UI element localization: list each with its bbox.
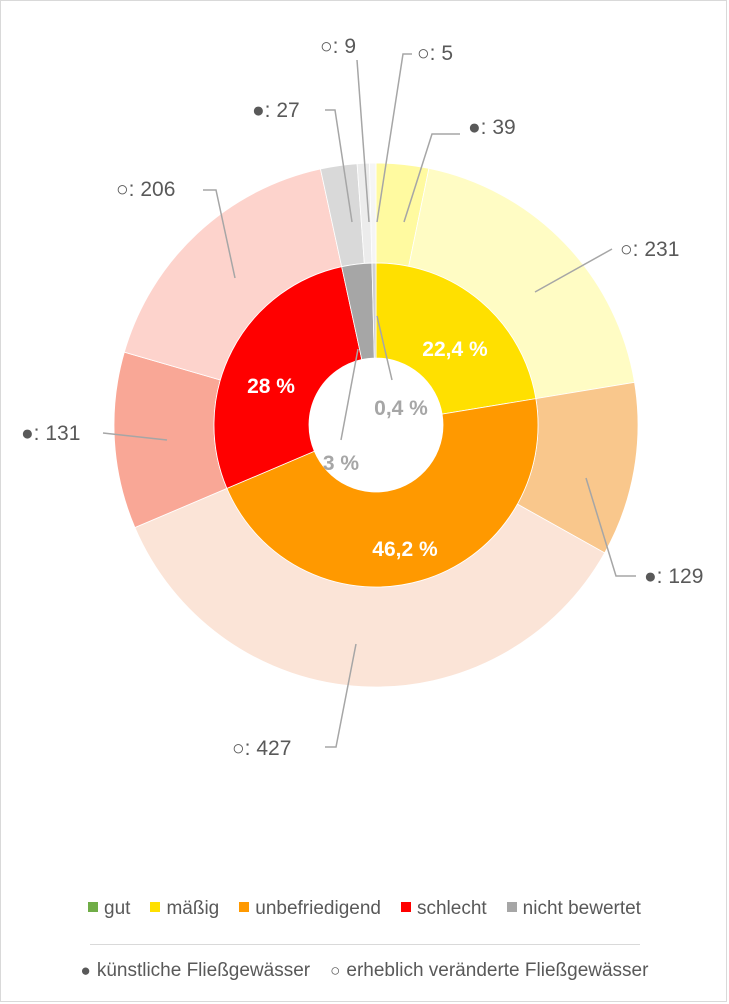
inner-slice-schlecht	[213, 266, 363, 489]
legend-divider	[90, 944, 640, 945]
legend-swatch	[239, 902, 250, 912]
outer-label: ○: 427	[232, 737, 291, 760]
legend-item-gut: gut	[88, 898, 130, 920]
inner-label-unbefriedigend: 46,2 %	[372, 538, 438, 561]
leader-line	[376, 53, 412, 223]
legend-swatch	[150, 902, 161, 912]
legend-label: schlecht	[416, 898, 487, 919]
inner-ring	[213, 262, 539, 588]
outer-label: ○: 9	[320, 35, 356, 58]
leader-line	[585, 477, 636, 577]
inner-label-nicht-bewertet: 3 %	[323, 452, 360, 475]
legend-label: mäßig	[166, 898, 220, 919]
legend-item-unbefriedigend: unbefriedigend	[239, 898, 381, 920]
inner-slice-maessig	[375, 262, 537, 415]
legend-item-schlecht: schlecht	[400, 898, 487, 920]
legend-label: erheblich veränderte Fließgewässer	[346, 960, 649, 981]
inner-label-gut: 0,4 %	[374, 397, 428, 420]
legend-label: gut	[104, 898, 131, 919]
filled-dot-icon: ●	[80, 961, 91, 980]
leader-line	[403, 133, 460, 223]
legend-swatch	[506, 902, 517, 912]
leader-line	[376, 315, 393, 381]
legend-item-erheblich-veraendert: ○ erheblich veränderte Fließgewässer	[330, 960, 648, 982]
leader-line	[325, 109, 353, 223]
leader-line	[325, 643, 357, 748]
legend-item-kuenstlich: ● künstliche Fließgewässer	[81, 960, 311, 982]
leader-line	[340, 348, 359, 441]
inner-label-maessig: 22,4 %	[422, 338, 488, 361]
outer-label: ●: 131	[21, 422, 80, 445]
leader-line	[102, 432, 168, 441]
legend-item-nicht-bewertet: nicht bewertet	[506, 898, 641, 920]
legend-swatch	[400, 902, 411, 912]
legend-label: nicht bewertet	[522, 898, 641, 919]
outer-label: ○: 206	[116, 178, 175, 201]
outer-label: ●: 129	[644, 565, 703, 588]
data-labels: 22,4 % 46,2 % 28 % 3 % 0,4 % ●: 39 ○: 231 ●: 12…	[21, 35, 703, 760]
inner-slice-unbefriedigend	[226, 398, 539, 588]
outer-label: ○: 231	[620, 238, 679, 261]
leader-line	[203, 189, 236, 279]
outer-label: ○: 5	[417, 42, 453, 65]
legend-label: unbefriedigend	[255, 898, 381, 919]
outer-label: ●: 27	[252, 99, 300, 122]
outer-label: ●: 39	[468, 116, 516, 139]
inner-label-schlecht: 28 %	[247, 375, 295, 398]
category-legend: gut mäßig unbefriedigend schlecht nicht bewe…	[0, 898, 729, 920]
leader-line	[356, 59, 370, 223]
nested-donut-chart: 22,4 % 46,2 % 28 % 3 % 0,4 % ●: 39 ○: 231 ●: 12…	[21, 35, 703, 760]
leader-line	[534, 248, 613, 293]
legend-label: künstliche Fließgewässer	[96, 960, 311, 981]
type-legend: ● künstliche Fließgewässer ○ erheblich verä…	[0, 960, 729, 982]
hollow-dot-icon: ○	[330, 961, 341, 980]
outer-ring	[113, 162, 639, 688]
leader-lines	[102, 53, 636, 748]
legend-swatch	[88, 902, 99, 912]
inner-slice-gut	[371, 262, 377, 359]
legend-item-maessig: mäßig	[150, 898, 219, 920]
